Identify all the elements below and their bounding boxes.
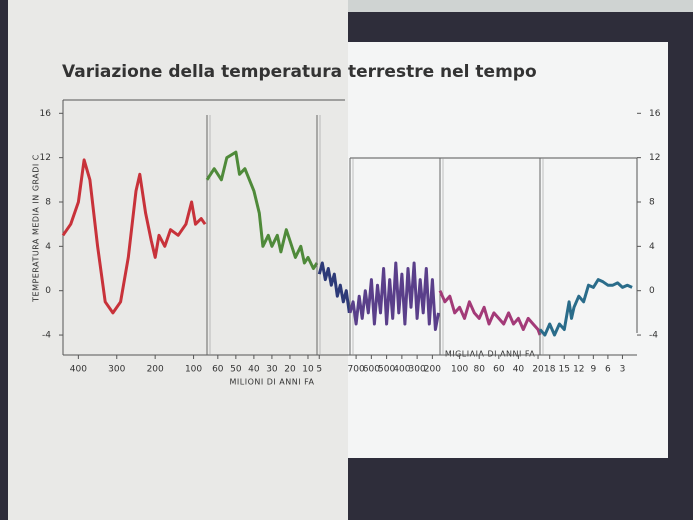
x-tick-label: 3 bbox=[620, 365, 626, 375]
x-tick-label: 10 bbox=[302, 365, 314, 375]
chart-title: Variazione della temperatura terrestre n… bbox=[62, 62, 537, 82]
x-tick-label: 20 bbox=[532, 365, 544, 375]
x-tick-label: 5 bbox=[316, 365, 322, 375]
y-tick-label: 0 bbox=[45, 286, 51, 296]
y-tick-label: 8 bbox=[649, 198, 655, 208]
x-tick-label: 12 bbox=[573, 365, 584, 375]
x-tick-label: 300 bbox=[409, 365, 426, 375]
x-tick-label: 400 bbox=[70, 365, 87, 375]
x-tick-label: 50 bbox=[230, 365, 242, 375]
x-tick-label: 18 bbox=[544, 365, 556, 375]
y-tick-label: 16 bbox=[649, 109, 661, 119]
y-axis-label: TEMPERATURA MEDIA IN GRADI C bbox=[32, 154, 41, 303]
x-tick-label: 200 bbox=[147, 365, 164, 375]
x-tick-label: 600 bbox=[363, 365, 380, 375]
x-tick-label: 200 bbox=[424, 365, 441, 375]
y-tick-label: 12 bbox=[40, 153, 51, 163]
y-tick-label: 4 bbox=[45, 242, 51, 252]
y-tick-label: -4 bbox=[649, 331, 658, 341]
temperature-line bbox=[438, 290, 542, 336]
page-edge bbox=[348, 0, 693, 12]
x-axis-label: MIGLIAIA DI ANNI FA bbox=[445, 350, 535, 359]
x-tick-label: 9 bbox=[590, 365, 596, 375]
temperature-line bbox=[317, 261, 351, 314]
y-tick-label: 0 bbox=[649, 286, 655, 296]
left-page bbox=[8, 0, 348, 520]
y-tick-label: 12 bbox=[649, 153, 660, 163]
temperature-line bbox=[348, 261, 440, 331]
x-tick-label: 15 bbox=[559, 365, 570, 375]
temperature-line bbox=[538, 278, 633, 337]
x-tick-label: 100 bbox=[185, 365, 202, 375]
x-tick-label: 60 bbox=[212, 365, 224, 375]
y-tick-label: -4 bbox=[42, 331, 51, 341]
x-tick-label: 500 bbox=[378, 365, 395, 375]
x-tick-label: 30 bbox=[266, 365, 278, 375]
x-tick-label: 100 bbox=[451, 365, 468, 375]
x-tick-label: 20 bbox=[284, 365, 296, 375]
y-tick-label: 16 bbox=[40, 109, 52, 119]
temperature-line bbox=[205, 150, 319, 270]
x-tick-label: 400 bbox=[393, 365, 410, 375]
x-axis-label: MILIONI DI ANNI FA bbox=[229, 378, 314, 387]
x-tick-label: 300 bbox=[108, 365, 125, 375]
x-tick-label: 700 bbox=[348, 365, 365, 375]
x-tick-label: 6 bbox=[605, 365, 611, 375]
right-page bbox=[348, 42, 668, 458]
x-tick-label: 40 bbox=[513, 365, 525, 375]
x-tick-label: 80 bbox=[473, 365, 485, 375]
y-tick-label: 4 bbox=[649, 242, 655, 252]
temperature-line bbox=[61, 158, 207, 315]
x-tick-label: 60 bbox=[493, 365, 505, 375]
x-tick-label: 40 bbox=[248, 365, 260, 375]
y-tick-label: 8 bbox=[45, 198, 51, 208]
